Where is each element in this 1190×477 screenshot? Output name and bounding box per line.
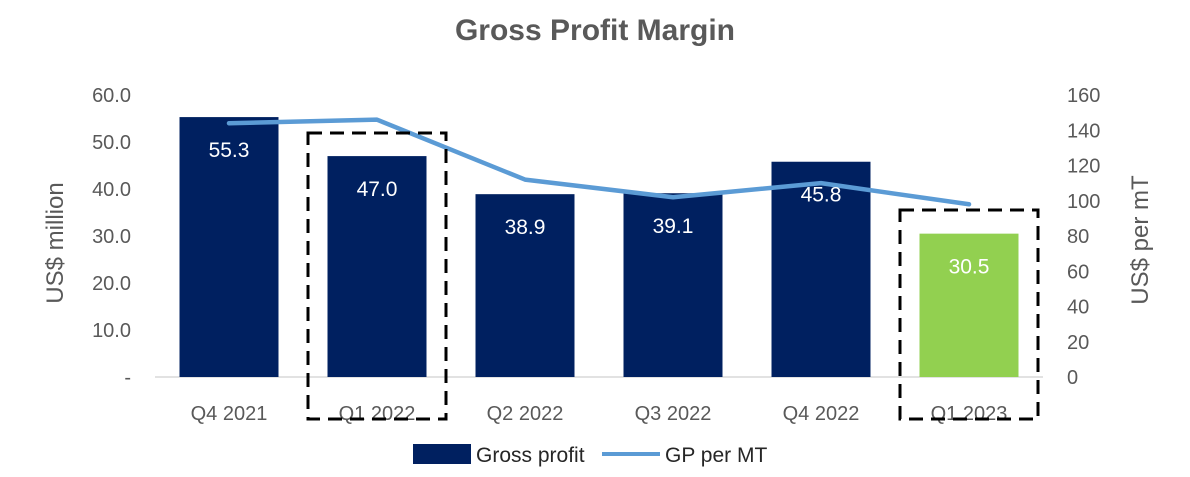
x-tick-label: Q4 2021 (191, 403, 268, 425)
y2-tick-label: 120 (1067, 156, 1100, 178)
highlight-box (898, 208, 1040, 421)
bar-q2-2022 (475, 194, 575, 377)
y-tick-label: 10.0 (92, 320, 131, 342)
x-tick-label: Q3 2022 (635, 403, 712, 425)
y-tick-label: 20.0 (92, 273, 131, 295)
legend: Gross profit GP per MT (413, 444, 767, 467)
y2-tick-label: 100 (1067, 191, 1100, 213)
x-tick-label: Q4 2022 (783, 403, 860, 425)
y-tick-label: 50.0 (92, 132, 131, 154)
y-tick-label: 40.0 (92, 179, 131, 201)
data-label: 38.9 (505, 216, 546, 239)
y2-tick-label: 20 (1067, 332, 1089, 354)
y-tick-label: 60.0 (92, 85, 131, 107)
data-label: 39.1 (653, 215, 694, 238)
x-tick-label: Q2 2022 (487, 403, 564, 425)
highlight-box (306, 131, 448, 421)
data-label: 45.8 (801, 184, 842, 207)
data-label: 55.3 (209, 139, 250, 162)
y2-tick-label: 0 (1067, 367, 1078, 389)
bar-q1-2022 (327, 156, 427, 377)
data-label: 47.0 (357, 178, 398, 201)
legend-label-gross-profit: Gross profit (476, 444, 585, 467)
bar-q4-2021 (179, 117, 279, 377)
y2-axis-title: US$ per mT (1127, 175, 1154, 305)
legend-swatch-gross-profit (413, 444, 471, 464)
y2-tick-label: 140 (1067, 120, 1100, 142)
y2-tick-label: 60 (1067, 261, 1089, 283)
y-tick-label: 30.0 (92, 226, 131, 248)
legend-label-gp-per-mt: GP per MT (665, 444, 767, 467)
y-tick-label: - (124, 367, 131, 389)
y2-tick-label: 40 (1067, 297, 1089, 319)
y-axis-title: US$ million (42, 182, 69, 303)
chart-title: Gross Profit Margin (454, 14, 736, 47)
y2-tick-label: 160 (1067, 85, 1100, 107)
x-tick-label: Q1 2023 (931, 403, 1008, 425)
data-label: 30.5 (949, 256, 990, 279)
line-gp-per-mt (226, 117, 972, 207)
bar-q4-2022 (771, 161, 871, 377)
y2-tick-label: 80 (1067, 226, 1089, 248)
bar-q3-2022 (623, 193, 723, 377)
x-tick-label: Q1 2022 (339, 403, 416, 425)
bar-q1-2023 (919, 233, 1019, 377)
